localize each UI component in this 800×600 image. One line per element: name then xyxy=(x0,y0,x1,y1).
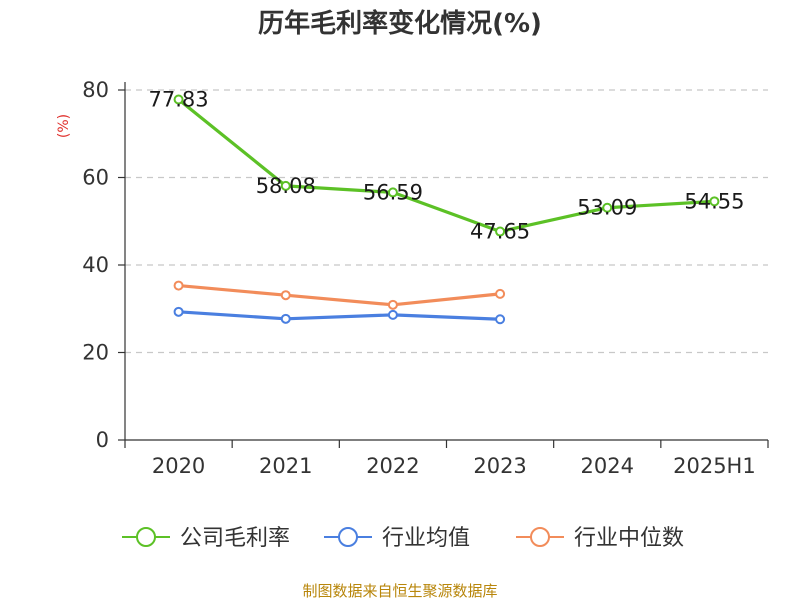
series-0-point xyxy=(173,94,184,105)
legend-label: 行业中位数 xyxy=(574,526,684,551)
series-1-line xyxy=(178,310,501,321)
series-2-line xyxy=(178,283,501,307)
legend-item-2: 行业中位数 xyxy=(516,526,684,551)
series-1-point xyxy=(280,313,291,324)
series-0-point xyxy=(280,180,291,191)
data-label: 53.09 xyxy=(577,196,637,220)
legend: 公司毛利率 行业均值 行业中位数 xyxy=(122,526,684,551)
series-0-point xyxy=(495,226,506,237)
series-2-point xyxy=(280,290,291,301)
legend-label: 公司毛利率 xyxy=(180,526,290,551)
y-axis-title: (%) xyxy=(56,114,72,138)
data-label: 47.65 xyxy=(470,220,530,244)
y-tick-label: 20 xyxy=(82,341,109,365)
legend-item-1: 行业均值 xyxy=(324,526,470,551)
data-label: 54.55 xyxy=(684,189,744,213)
x-tick-label: 2021 xyxy=(259,454,312,478)
y-tick-label: 0 xyxy=(96,428,109,452)
x-tick-label: 2025H1 xyxy=(673,454,756,478)
series-2-point xyxy=(173,280,184,291)
data-labels: 77.83 58.08 56.59 47.65 53.09 54.55 xyxy=(149,87,745,243)
legend-swatch-marker xyxy=(136,527,156,547)
axes: 0 20 40 60 80 2020 2021 2022 2023 2024 2025H1 xyxy=(82,78,769,478)
chart-title: 历年毛利率变化情况(%) xyxy=(258,8,542,39)
series-0-point xyxy=(602,202,613,213)
series-2-point xyxy=(495,288,506,299)
y-tick-label: 60 xyxy=(82,166,109,190)
x-tick-label: 2020 xyxy=(152,454,205,478)
series-0-point xyxy=(387,187,398,198)
x-tick-label: 2024 xyxy=(581,454,634,478)
series-0-point xyxy=(709,196,720,207)
y-tick-label: 40 xyxy=(82,253,109,277)
x-tick-label: 2022 xyxy=(366,454,419,478)
x-tick-label: 2023 xyxy=(473,454,526,478)
data-label: 56.59 xyxy=(363,180,423,204)
legend-swatch-marker xyxy=(338,527,358,547)
series-lines xyxy=(173,94,720,325)
series-2-point xyxy=(387,299,398,310)
y-tick-label: 80 xyxy=(82,78,109,102)
grid-lines xyxy=(125,89,768,354)
legend-item-0: 公司毛利率 xyxy=(122,526,290,551)
series-1-point xyxy=(173,306,184,317)
data-label: 58.08 xyxy=(256,174,316,198)
series-1-point xyxy=(495,314,506,325)
series-0-line xyxy=(177,98,715,234)
source-note: 制图数据来自恒生聚源数据库 xyxy=(302,582,497,600)
data-label: 77.83 xyxy=(149,87,209,111)
series-1-point xyxy=(387,309,398,320)
legend-swatch-marker xyxy=(530,527,550,547)
legend-label: 行业均值 xyxy=(382,526,470,551)
